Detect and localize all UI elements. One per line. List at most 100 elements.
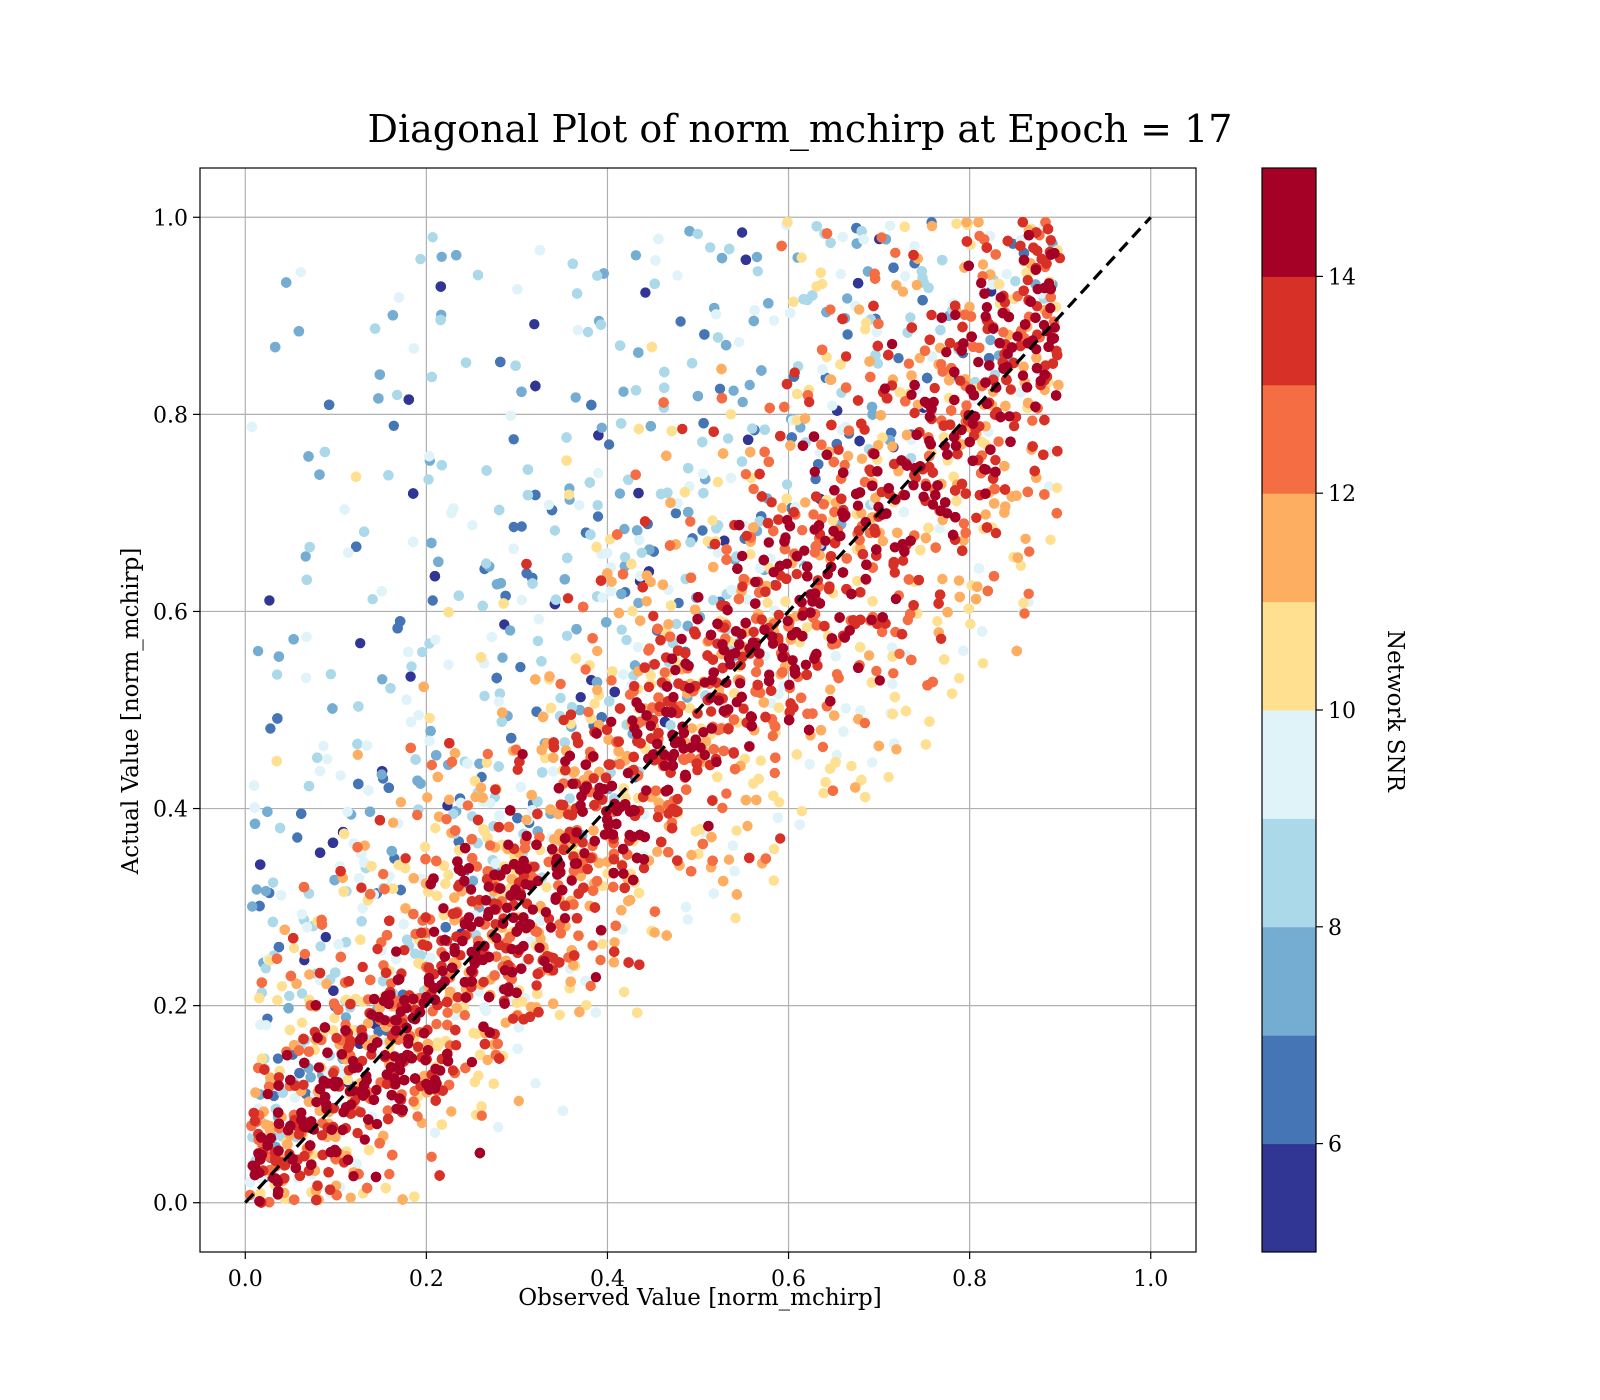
scatter-point (582, 326, 594, 338)
scatter-point (574, 704, 585, 716)
scatter-point (747, 423, 758, 434)
scatter-point (427, 232, 438, 243)
scatter-point (923, 282, 934, 293)
scatter-point (460, 357, 472, 368)
scatter-point (288, 634, 299, 645)
scatter-point (763, 298, 774, 309)
scatter-point (842, 329, 853, 340)
scatter-point (623, 895, 634, 907)
scatter-point (408, 536, 419, 548)
scatter-point (842, 293, 853, 304)
scatter-point (288, 942, 300, 954)
scatter-point (1022, 486, 1033, 498)
scatter-point (265, 723, 276, 734)
scatter-point (716, 252, 728, 264)
scatter-point (430, 822, 441, 834)
scatter-point (273, 651, 285, 662)
scatter-point (426, 371, 437, 383)
scatter-point (369, 323, 381, 334)
scatter-point (744, 379, 755, 391)
scatter-point (958, 518, 970, 529)
scatter-point (708, 888, 719, 899)
scatter-point (891, 744, 902, 755)
scatter-point (451, 1002, 462, 1014)
scatter-point (825, 684, 836, 695)
scatter-point (385, 683, 396, 694)
scatter-point (497, 707, 508, 718)
scatter-point (679, 487, 691, 498)
scatter-point (322, 753, 333, 765)
scatter-point (720, 340, 732, 351)
scatter-point (675, 316, 686, 327)
scatter-point (248, 780, 260, 791)
scatter-point (646, 341, 658, 353)
scatter-point (254, 900, 265, 912)
scatter-point (838, 726, 849, 737)
scatter-point (494, 504, 505, 516)
scatter-point (976, 626, 988, 637)
scatter-point (989, 498, 1000, 509)
scatter-point (356, 916, 367, 927)
scatter-point (937, 573, 948, 585)
scatter-point (718, 875, 729, 887)
scatter-point (419, 841, 431, 853)
scatter-point (401, 694, 412, 705)
scatter-point (716, 363, 727, 375)
scatter-point (537, 711, 549, 723)
scatter-point (249, 818, 261, 829)
scatter-point (856, 453, 868, 464)
scatter-point (852, 278, 864, 289)
scatter-point (335, 951, 346, 963)
scatter-point (867, 409, 878, 420)
scatter-point (571, 624, 582, 635)
scatter-point (443, 659, 454, 670)
scatter-point (911, 279, 922, 291)
scatter-point (961, 217, 972, 228)
scatter-point (479, 826, 490, 837)
scatter-point (587, 633, 598, 644)
scatter-point (325, 669, 337, 680)
scatter-point (394, 616, 406, 627)
scatter-point (361, 740, 373, 751)
scatter-point (503, 821, 515, 833)
scatter-point (492, 1038, 503, 1050)
scatter-point (640, 287, 651, 298)
scatter-point (705, 242, 716, 253)
scatter-point (475, 652, 487, 663)
scatter-point (314, 469, 325, 480)
scatter-point (451, 250, 462, 261)
scatter-point (685, 516, 696, 527)
scatter-point (505, 410, 516, 421)
scatter-point (472, 269, 484, 281)
scatter-point (592, 511, 604, 522)
scatter-point (742, 820, 753, 832)
scatter-point (397, 1194, 408, 1205)
scatter-point (1018, 597, 1029, 609)
scatter-point (521, 814, 532, 825)
scatter-point (592, 270, 603, 281)
scatter-point (666, 425, 677, 437)
scatter-point (818, 499, 829, 510)
scatter-point (312, 752, 323, 763)
scatter-point (685, 866, 697, 877)
scatter-point (436, 251, 447, 262)
scatter-point (453, 590, 464, 601)
scatter-point (635, 615, 646, 626)
scatter-point (781, 493, 792, 504)
scatter-point (412, 1111, 423, 1122)
scatter-point (323, 399, 335, 410)
scatter-point (840, 703, 852, 714)
scatter-point (429, 1127, 441, 1139)
scatter-point (301, 922, 313, 933)
scatter-point (901, 429, 913, 441)
scatter-point (842, 450, 854, 462)
scatter-point (697, 468, 709, 479)
scatter-point (303, 780, 315, 792)
scatter-point (837, 231, 848, 243)
scatter-point (527, 578, 538, 589)
scatter-point (512, 284, 523, 295)
scatter-point (786, 432, 797, 443)
scatter-point (612, 529, 623, 540)
scatter-point (473, 1070, 484, 1081)
